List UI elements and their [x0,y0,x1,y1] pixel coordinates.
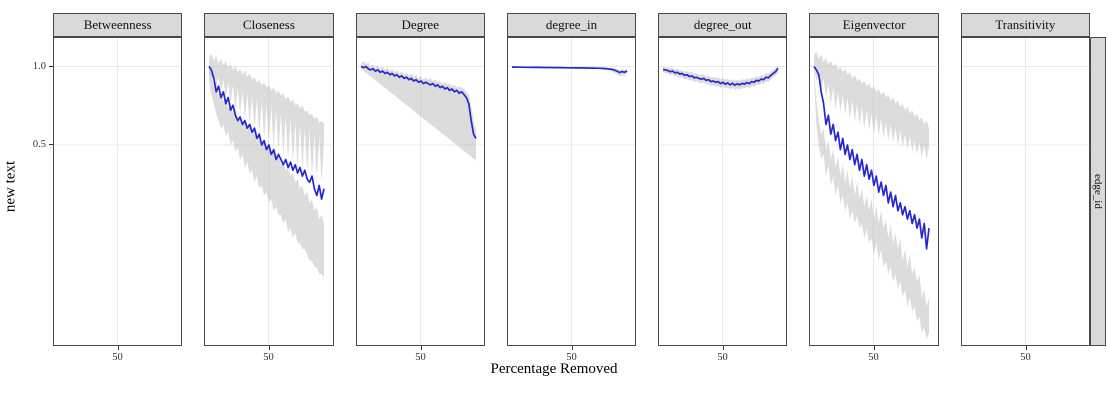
facet-panel-betweenness [53,37,183,346]
facet-panel-degree-in [506,37,637,346]
facet-row-strip-label: edge_id [1092,174,1104,209]
facet-strip-degree: Degree [355,13,485,37]
y-axis-title: new text [2,160,19,213]
x-tick-mark [117,346,119,350]
y-tick-mark [49,66,53,67]
facet-strip-degree-in: degree_in [506,13,637,37]
x-tick-label: 50 [717,352,728,363]
panels-row [53,37,1090,346]
ribbon-degree [360,61,476,161]
line-degree-out [662,67,779,87]
facet-panel-closeness [204,37,334,346]
x-tick-label: 50 [868,352,879,363]
y-tick-label-1.0: 1.0 [32,61,46,72]
ribbon-eigenvector [814,68,930,340]
ribbon-closeness [209,53,325,183]
facet-strip-label: Degree [401,17,439,32]
facet-panel-eigenvector [809,37,939,346]
line-degree [360,65,477,139]
x-axis-title: Percentage Removed [490,361,618,377]
facet-panel-degree-out [658,37,788,346]
line-closeness [208,66,326,200]
facet-strips-row: Betweenness Closeness Degree degree_in degre… [53,13,1090,37]
x-tick-mark [722,346,724,350]
facet-strip-label: Transitivity [995,17,1056,32]
facet-strip-eigenvector: Eigenvector [809,13,939,37]
facet-panel-degree [355,37,485,346]
facet-row-strip-edge-id: edge_id [1090,37,1106,346]
y-tick-label-0.5: 0.5 [32,139,46,150]
facet-strip-label: Eigenvector [842,17,906,32]
facet-strip-label: Closeness [242,17,295,32]
x-tick-label: 50 [112,352,123,363]
line-eigenvector [813,66,931,250]
facet-strip-transitivity: Transitivity [960,13,1090,37]
facet-strip-label: Betweenness [83,17,152,32]
x-tick-mark [571,346,573,350]
facet-strip-label: degree_out [693,17,752,32]
x-tick-label: 50 [415,352,426,363]
y-tick-mark [49,144,53,145]
facet-strip-betweenness: Betweenness [53,13,183,37]
facet-strip-label: degree_in [545,17,598,32]
x-tick-label: 50 [263,352,274,363]
facet-strip-degree-out: degree_out [658,13,788,37]
x-tick-mark [1025,346,1027,350]
x-tick-label: 50 [566,352,577,363]
x-tick-mark [268,346,270,350]
ribbon-degree-out [663,64,779,90]
x-tick-label: 50 [1020,352,1031,363]
x-tick-mark [873,346,875,350]
facet-panel-transitivity [960,37,1090,346]
x-tick-mark [420,346,422,350]
line-degree-in [511,66,628,74]
facet-strip-closeness: Closeness [204,13,334,37]
ribbon-eigenvector [814,51,930,160]
